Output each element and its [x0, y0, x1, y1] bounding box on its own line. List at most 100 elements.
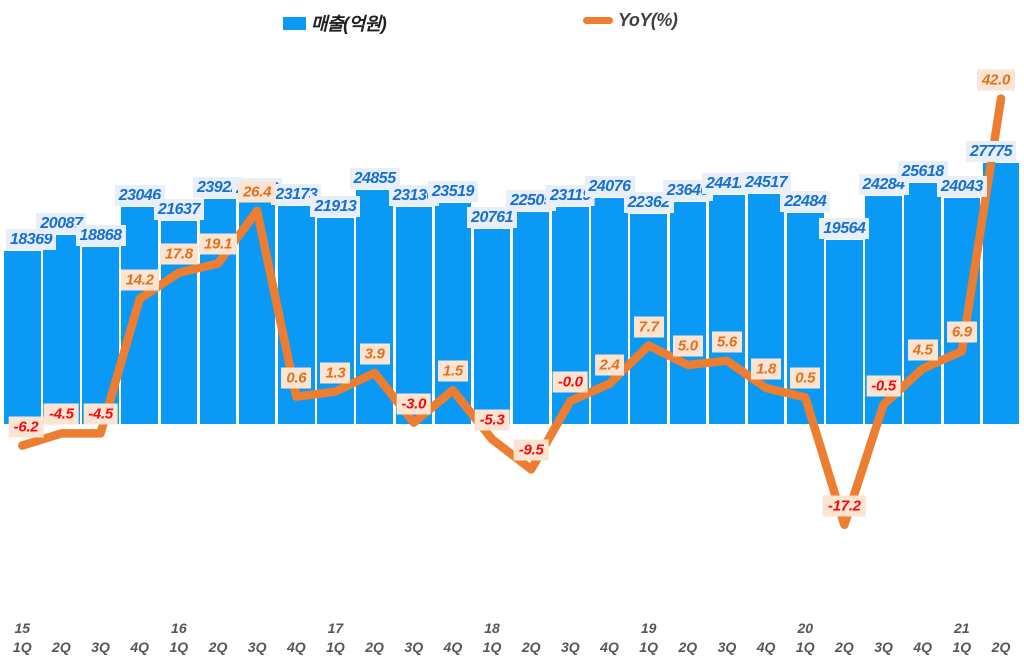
x-axis-quarter-label: 4Q	[443, 639, 463, 655]
yoy-point-label: -3.0	[396, 393, 432, 415]
yoy-point-label: -4.5	[83, 403, 118, 425]
revenue-value-label: 25618	[897, 161, 948, 183]
revenue-bar	[982, 162, 1020, 424]
revenue-value-label: 22505	[506, 190, 557, 212]
revenue-value-label: 20761	[467, 206, 518, 228]
revenue-value-label: 22362	[623, 191, 674, 213]
x-axis-quarter-label: 4Q	[286, 639, 306, 655]
revenue-bar	[669, 201, 707, 424]
revenue-value-label: 23130	[388, 184, 439, 206]
revenue-value-label: 24412	[701, 172, 752, 194]
yoy-point-label: -9.5	[513, 439, 549, 461]
yoy-point-label: 2.4	[594, 354, 625, 376]
revenue-legend-swatch-icon	[283, 16, 306, 30]
yoy-point-label: 1.3	[320, 362, 351, 384]
yoy-legend-label: YoY(%)	[618, 10, 678, 30]
revenue-bar	[473, 228, 511, 424]
legend-item-yoy: YoY(%)	[583, 10, 678, 31]
revenue-value-label: 23922	[193, 177, 243, 199]
yoy-point-label: 0.5	[790, 367, 821, 389]
revenue-bar	[43, 235, 80, 424]
yoy-point-label: -17.2	[823, 495, 866, 517]
revenue-value-label: 19564	[819, 218, 870, 240]
x-axis-quarter-label: 1Q	[12, 639, 32, 655]
x-axis-year-label: 20	[797, 620, 814, 636]
yoy-point-label: 17.8	[159, 243, 198, 265]
revenue-bar	[708, 194, 746, 424]
x-axis-quarter-label: 3Q	[91, 639, 110, 655]
revenue-value-label: 24517	[741, 171, 792, 193]
revenue-bar	[826, 240, 863, 424]
revenue-value-label: 24076	[584, 175, 635, 197]
x-axis-quarter-label: 1Q	[169, 639, 189, 655]
x-axis-quarter-label: 3Q	[561, 639, 580, 655]
x-axis-quarter-label: 2Q	[991, 639, 1011, 655]
revenue-value-label: 23173	[271, 184, 322, 206]
revenue-bar	[121, 207, 158, 424]
revenue-value-label: 24855	[349, 168, 400, 190]
x-axis-quarter-label: 1Q	[952, 639, 972, 655]
x-axis-quarter-label: 1Q	[482, 639, 502, 655]
x-axis-quarter-label: 1Q	[639, 639, 658, 655]
revenue-bar	[512, 212, 550, 424]
revenue-value-label: 23046	[114, 185, 165, 207]
legend-item-revenue: 매출(억원)	[283, 10, 387, 36]
revenue-value-label: 24284	[858, 173, 909, 195]
yoy-point-label: 1.5	[437, 360, 468, 382]
x-axis-quarter-label: 1Q	[795, 639, 815, 655]
yoy-point-label: 5.6	[711, 331, 742, 353]
revenue-legend-label: 매출(억원)	[311, 14, 387, 34]
yoy-point-label: -5.3	[474, 409, 510, 431]
revenue-bar	[943, 197, 981, 424]
x-axis-quarter-label: 3Q	[874, 639, 893, 655]
x-axis-year-label: 16	[171, 620, 187, 636]
x-axis-year-label: 21	[954, 620, 970, 636]
x-axis-year-label: 19	[640, 620, 657, 636]
x-axis-year-label: 15	[14, 620, 31, 636]
yoy-legend-dash-icon	[583, 17, 613, 24]
revenue-value-label: 23519	[427, 180, 478, 202]
revenue-value-label: 23640	[662, 179, 713, 201]
x-axis-quarter-label: 2Q	[835, 639, 854, 655]
yoy-point-label: 6.9	[946, 321, 977, 343]
yoy-point-label: 4.5	[907, 339, 938, 361]
revenue-bar	[4, 251, 41, 424]
x-axis-quarter-label: 2Q	[678, 639, 698, 655]
yoy-point-label: -0.0	[553, 371, 588, 393]
x-axis-quarter-label: 4Q	[600, 639, 619, 655]
yoy-point-label: 5.0	[672, 335, 703, 357]
revenue-value-label: 20087	[36, 213, 87, 235]
revenue-value-label: 23119	[545, 184, 595, 206]
revenue-value-label: 27775	[966, 140, 1016, 162]
revenue-value-label: 18369	[6, 229, 56, 251]
yoy-point-label: -6.2	[8, 416, 44, 438]
x-axis-year-label: 17	[327, 620, 344, 636]
x-axis-quarter-label: 2Q	[208, 639, 228, 655]
revenue-value-label: 18868	[75, 224, 126, 246]
x-axis-quarter-label: 2Q	[521, 639, 541, 655]
x-axis-quarter-label: 4Q	[913, 639, 933, 655]
x-axis-year-label: 18	[484, 620, 500, 636]
revenue-bar	[238, 199, 276, 424]
revenue-value-label: 21913	[310, 196, 361, 218]
yoy-point-label: -0.5	[866, 375, 901, 397]
yoy-point-label: 1.8	[751, 358, 782, 380]
yoy-point-label: 42.0	[977, 69, 1015, 91]
x-axis-quarter-label: 4Q	[756, 639, 776, 655]
x-axis-quarter-label: 2Q	[52, 639, 71, 655]
yoy-point-label: 14.2	[120, 269, 159, 291]
x-axis-quarter-label: 3Q	[247, 639, 267, 655]
x-axis-quarter-label: 3Q	[404, 639, 424, 655]
revenue-bar	[395, 206, 432, 424]
x-axis-quarter-label: 1Q	[326, 639, 345, 655]
revenue-value-label: 21637	[153, 198, 204, 220]
revenue-value-label: 24043	[936, 175, 987, 197]
yoy-point-label: -4.5	[44, 403, 79, 425]
yoy-point-label: 3.9	[359, 343, 390, 365]
yoy-point-label: 7.7	[633, 316, 664, 338]
revenue-value-label: 22484	[780, 190, 831, 212]
